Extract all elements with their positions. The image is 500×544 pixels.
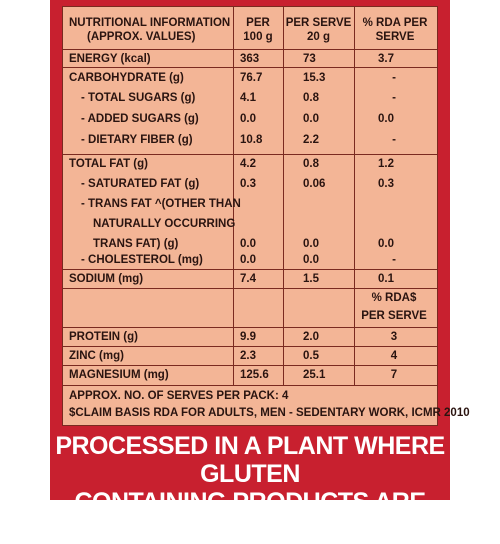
row-divider bbox=[63, 49, 437, 50]
header-approx-values: (APPROX. VALUES) bbox=[87, 31, 196, 43]
value-per100: 0.0 bbox=[240, 113, 256, 125]
value-per100: 4.1 bbox=[240, 92, 256, 104]
value-per-serve: 0.5 bbox=[303, 350, 319, 362]
value-rda: 0.3 bbox=[378, 178, 394, 190]
rda-subheader: PER SERVE bbox=[361, 310, 427, 322]
header-serve: SERVE bbox=[375, 31, 415, 43]
value-per-serve: 0.0 bbox=[303, 254, 319, 266]
row-label: - CHOLESTEROL (mg) bbox=[81, 254, 203, 266]
row-label: ENERGY (kcal) bbox=[69, 53, 151, 65]
value-per100: 0.0 bbox=[240, 238, 256, 250]
header-rda-per: % RDA PER bbox=[362, 17, 428, 29]
value-per-serve: 0.0 bbox=[303, 113, 319, 125]
gluten-warning: PROCESSED IN A PLANT WHERE GLUTEN CONTAI… bbox=[50, 432, 450, 544]
value-per-serve: 0.06 bbox=[303, 178, 326, 190]
row-divider bbox=[63, 154, 437, 155]
header-100g: 100 g bbox=[243, 31, 273, 43]
row-divider bbox=[63, 365, 437, 366]
row-label: ZINC (mg) bbox=[69, 350, 124, 362]
value-per100: 9.9 bbox=[240, 331, 256, 343]
row-label: TOTAL FAT (g) bbox=[69, 158, 148, 170]
value-per-serve: 25.1 bbox=[303, 369, 326, 381]
value-per100: 10.8 bbox=[240, 134, 263, 146]
value-per-serve: 0.8 bbox=[303, 92, 319, 104]
header-per-serve: PER SERVE bbox=[285, 17, 352, 29]
row-label: NATURALLY OCCURRING bbox=[93, 218, 236, 230]
row-divider bbox=[63, 327, 437, 328]
row-label: MAGNESIUM (mg) bbox=[69, 369, 169, 381]
value-per100: 2.3 bbox=[240, 350, 256, 362]
row-divider bbox=[63, 346, 437, 347]
nutrition-table: NUTRITIONAL INFORMATION (APPROX. VALUES)… bbox=[62, 6, 470, 426]
row-label: TRANS FAT) (g) bbox=[93, 238, 179, 250]
column-divider bbox=[233, 7, 234, 385]
table-grid bbox=[63, 7, 437, 425]
row-divider bbox=[63, 269, 437, 270]
row-divider bbox=[63, 288, 437, 289]
value-per100: 4.2 bbox=[240, 158, 256, 170]
value-per100: 76.7 bbox=[240, 72, 263, 84]
rda-claim-note: $CLAIM BASIS RDA FOR ADULTS, MEN - SEDEN… bbox=[69, 407, 470, 419]
column-divider bbox=[283, 7, 284, 385]
value-per100: 363 bbox=[240, 53, 260, 65]
row-label: PROTEIN (g) bbox=[69, 331, 138, 343]
gluten-warning-line1: PROCESSED IN A PLANT WHERE GLUTEN bbox=[55, 432, 445, 488]
header-nutritional-information: NUTRITIONAL INFORMATION bbox=[69, 17, 231, 29]
value-per100: 7.4 bbox=[240, 273, 256, 285]
gluten-warning-line2: CONTAINING PRODUCTS ARE MANUFACTURED bbox=[74, 488, 427, 544]
value-rda: 7 bbox=[390, 369, 398, 381]
value-rda: - bbox=[392, 134, 396, 146]
value-per100: 0.3 bbox=[240, 178, 256, 190]
value-per-serve: 2.2 bbox=[303, 134, 319, 146]
row-label: - TOTAL SUGARS (g) bbox=[81, 92, 196, 104]
value-rda: 4 bbox=[390, 350, 398, 362]
value-per-serve: 2.0 bbox=[303, 331, 319, 343]
value-per-serve: 0.0 bbox=[303, 238, 319, 250]
row-label: - DIETARY FIBER (g) bbox=[81, 134, 193, 146]
row-label: - ADDED SUGARS (g) bbox=[81, 113, 199, 125]
value-per-serve: 0.8 bbox=[303, 158, 319, 170]
value-per-serve: 73 bbox=[303, 53, 316, 65]
value-rda: - bbox=[392, 72, 396, 84]
value-rda: 0.1 bbox=[378, 273, 394, 285]
column-divider bbox=[354, 7, 355, 385]
value-rda: 3 bbox=[390, 331, 398, 343]
value-rda: - bbox=[392, 92, 396, 104]
value-rda: - bbox=[392, 254, 396, 266]
value-rda: 1.2 bbox=[378, 158, 394, 170]
header-per: PER bbox=[246, 17, 270, 29]
value-per-serve: 1.5 bbox=[303, 273, 319, 285]
value-rda: 3.7 bbox=[378, 53, 394, 65]
row-divider bbox=[63, 385, 437, 386]
row-label: SODIUM (mg) bbox=[69, 273, 144, 285]
value-rda: 0.0 bbox=[378, 113, 394, 125]
row-label: - TRANS FAT ^(OTHER THAN bbox=[81, 198, 241, 210]
row-label: - SATURATED FAT (g) bbox=[81, 178, 200, 190]
row-label: CARBOHYDRATE (g) bbox=[69, 72, 184, 84]
value-per100: 125.6 bbox=[240, 369, 269, 381]
header-20g: 20 g bbox=[306, 31, 330, 43]
row-divider bbox=[63, 67, 437, 68]
serves-per-pack-note: APPROX. NO. OF SERVES PER PACK: 4 bbox=[69, 390, 289, 402]
value-per-serve: 15.3 bbox=[303, 72, 326, 84]
value-per100: 0.0 bbox=[240, 254, 256, 266]
value-rda: 0.0 bbox=[378, 238, 394, 250]
rda-subheader: % RDA$ bbox=[371, 292, 417, 304]
